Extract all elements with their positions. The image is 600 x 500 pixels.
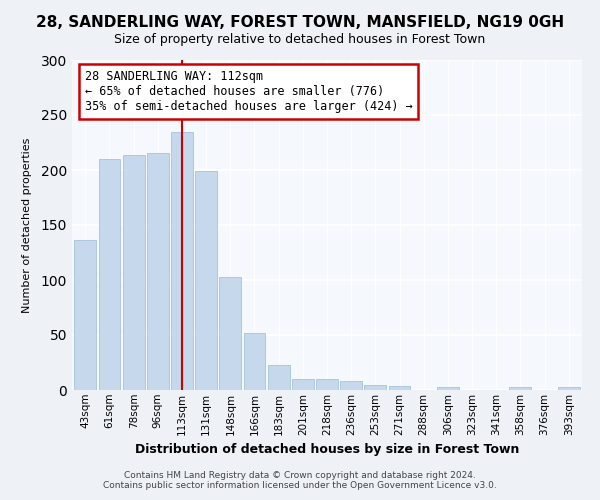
Bar	[244, 333, 265, 390]
Y-axis label: Number of detached properties: Number of detached properties	[22, 138, 32, 312]
Text: Size of property relative to detached houses in Forest Town: Size of property relative to detached ho…	[115, 32, 485, 46]
X-axis label: Distribution of detached houses by size in Forest Town: Distribution of detached houses by size …	[135, 443, 519, 456]
Bar	[292, 379, 314, 390]
Bar	[389, 386, 410, 390]
Bar	[74, 240, 96, 390]
Bar	[268, 364, 290, 390]
Bar	[340, 381, 362, 390]
Bar	[509, 386, 531, 390]
Bar	[147, 154, 169, 390]
Bar	[98, 159, 121, 390]
Bar	[171, 132, 193, 390]
Text: 28, SANDERLING WAY, FOREST TOWN, MANSFIELD, NG19 0GH: 28, SANDERLING WAY, FOREST TOWN, MANSFIE…	[36, 15, 564, 30]
Bar	[316, 379, 338, 390]
Bar	[195, 171, 217, 390]
Bar	[123, 154, 145, 390]
Bar	[558, 386, 580, 390]
Text: 28 SANDERLING WAY: 112sqm
← 65% of detached houses are smaller (776)
35% of semi: 28 SANDERLING WAY: 112sqm ← 65% of detac…	[85, 70, 413, 113]
Text: Contains HM Land Registry data © Crown copyright and database right 2024.
Contai: Contains HM Land Registry data © Crown c…	[103, 470, 497, 490]
Bar	[437, 386, 459, 390]
Bar	[220, 276, 241, 390]
Bar	[364, 384, 386, 390]
